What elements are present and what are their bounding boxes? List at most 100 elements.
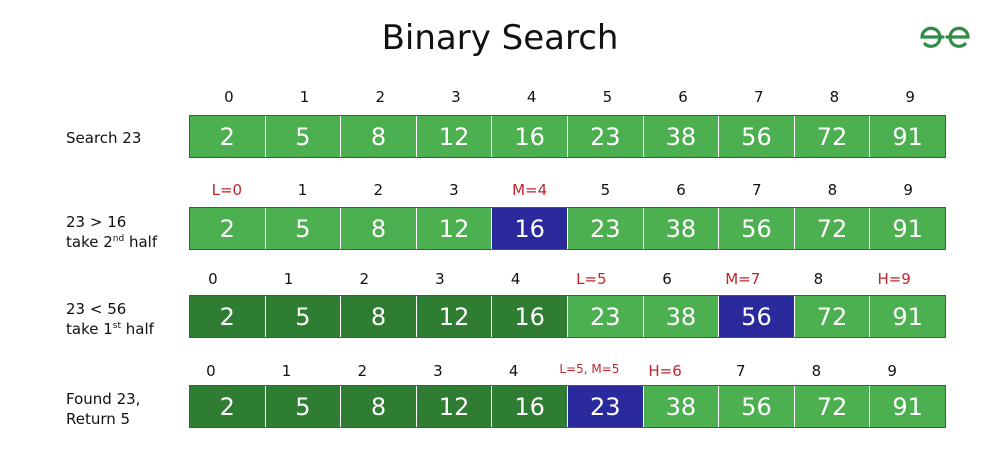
row-2-label-line1: 23 < 56	[66, 300, 127, 318]
array-cell-2: 8	[341, 296, 417, 337]
row-2-label-line2-end: half	[120, 320, 154, 338]
index-label: 3	[435, 270, 445, 288]
index-label: 1	[297, 181, 308, 199]
array-cell-4: 16	[492, 208, 568, 249]
row-2-label-line2: take 1	[66, 320, 113, 338]
index-label: 9	[887, 362, 897, 380]
row-1-label-sup: nd	[112, 234, 125, 244]
array-cell-6: 38	[643, 296, 720, 337]
index-label: 9	[903, 181, 913, 199]
row-3-label: Found 23, Return 5	[66, 389, 140, 429]
row-1-label-line2: take 2	[66, 233, 113, 251]
row-0-label-line1: Search 23	[66, 129, 142, 147]
pointer-label: M=4	[512, 181, 548, 199]
geeksforgeeks-logo-icon	[920, 26, 970, 48]
pointer-label: H=6	[648, 362, 682, 380]
pointer-label: L=5	[576, 270, 607, 288]
array-cell-1: 5	[265, 386, 342, 427]
index-label: 8	[811, 362, 822, 380]
row-2-label-sup: st	[112, 321, 121, 331]
row-1-label-line1: 23 > 16	[66, 213, 127, 231]
array-cell-9: 91	[870, 386, 945, 427]
array-cell-3: 12	[416, 296, 493, 337]
array-cell-7: 56	[719, 208, 795, 249]
index-label: 0	[208, 270, 218, 288]
index-label: 6	[676, 181, 686, 199]
index-label: 3	[451, 88, 461, 106]
array-row: 2 5 8 12 16 23 38 56 72 91	[189, 385, 946, 428]
index-label: 6	[662, 270, 672, 288]
pointer-label: M=7	[725, 270, 761, 288]
index-label: 7	[753, 88, 764, 106]
index-label: 2	[375, 88, 386, 106]
pointer-label: L=0	[211, 181, 243, 199]
array-cell-2: 8	[341, 116, 417, 157]
array-cell-9: 91	[870, 116, 945, 157]
index-label: 3	[433, 362, 443, 380]
row-1-label: 23 > 16 take 2nd half	[66, 212, 157, 252]
array-cell-6: 38	[643, 116, 720, 157]
array-cell-5: 23	[567, 208, 644, 249]
array-row: 2 5 8 12 16 23 38 56 72 91	[189, 207, 946, 250]
array-cell-8: 72	[794, 116, 871, 157]
row-2-label: 23 < 56 take 1st half	[66, 299, 154, 339]
pointer-label: H=9	[877, 270, 911, 288]
index-label: 4	[510, 270, 521, 288]
row-3-label-line1: Found 23,	[66, 390, 141, 408]
array-cell-4: 16	[492, 116, 568, 157]
array-cell-8: 72	[794, 208, 871, 249]
index-label: 5	[600, 181, 611, 199]
row-1-label-line2-end: half	[124, 233, 158, 251]
index-label: 4	[508, 362, 519, 380]
index-label: 1	[283, 270, 294, 288]
array-row: 2 5 8 12 16 23 38 56 72 91	[189, 295, 946, 338]
index-label: 0	[206, 362, 216, 380]
array-cell-4: 16	[492, 296, 568, 337]
array-cell-5: 23	[567, 386, 644, 427]
array-cell-6: 38	[643, 208, 720, 249]
array-cell-1: 5	[265, 296, 342, 337]
array-cell-4: 16	[492, 386, 568, 427]
array-cell-0: 2	[190, 116, 266, 157]
index-label: 8	[813, 270, 824, 288]
array-cell-0: 2	[190, 386, 266, 427]
array-cell-3: 12	[416, 208, 493, 249]
array-cell-9: 91	[870, 208, 945, 249]
index-label: 1	[299, 88, 310, 106]
array-cell-0: 2	[190, 208, 266, 249]
array-cell-0: 2	[190, 296, 266, 337]
pointer-label: L=5, M=5	[559, 362, 620, 376]
index-label: 7	[735, 362, 746, 380]
index-label: 4	[526, 88, 537, 106]
page-title: Binary Search	[381, 18, 619, 58]
array-cell-5: 23	[567, 116, 644, 157]
array-cell-2: 8	[341, 208, 417, 249]
index-label: 3	[449, 181, 459, 199]
index-label: 2	[357, 362, 368, 380]
index-label: 8	[827, 181, 838, 199]
array-cell-8: 72	[794, 296, 871, 337]
array-cell-1: 5	[265, 208, 342, 249]
array-cell-7: 56	[719, 386, 795, 427]
index-label: 7	[751, 181, 762, 199]
index-label: 6	[678, 88, 688, 106]
array-cell-7: 56	[719, 296, 795, 337]
array-cell-3: 12	[416, 386, 493, 427]
array-cell-7: 56	[719, 116, 795, 157]
index-label: 9	[905, 88, 915, 106]
row-3-label-line2: Return 5	[66, 410, 131, 428]
row-0-label: Search 23	[66, 128, 141, 148]
index-label: 2	[359, 270, 370, 288]
array-cell-2: 8	[341, 386, 417, 427]
index-label: 0	[224, 88, 234, 106]
index-label: 8	[829, 88, 840, 106]
array-cell-6: 38	[643, 386, 720, 427]
array-cell-1: 5	[265, 116, 342, 157]
array-cell-3: 12	[416, 116, 493, 157]
index-label: 1	[281, 362, 292, 380]
array-cell-5: 23	[567, 296, 644, 337]
array-cell-8: 72	[794, 386, 871, 427]
array-cell-9: 91	[870, 296, 945, 337]
array-row: 2 5 8 12 16 23 38 56 72 91	[189, 115, 946, 158]
index-label: 5	[602, 88, 613, 106]
